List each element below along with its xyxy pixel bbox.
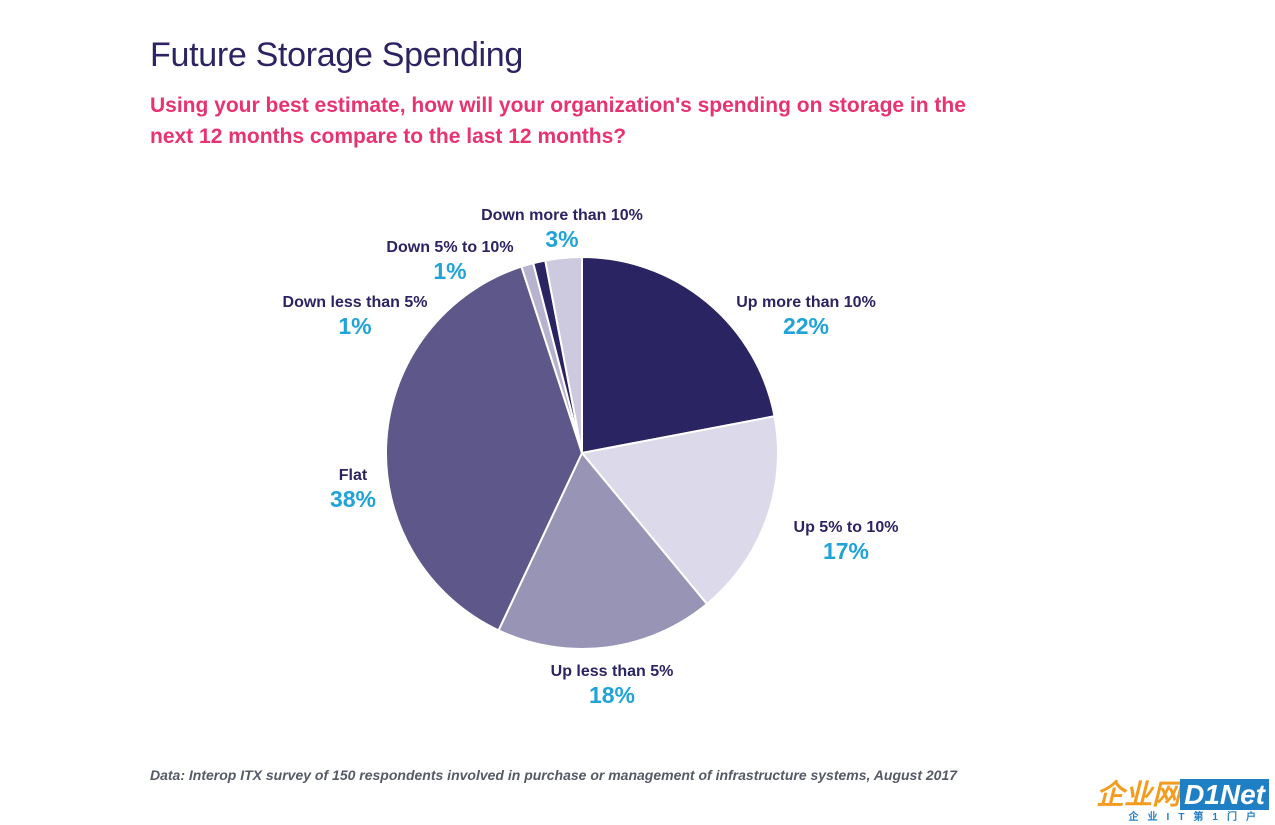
slice-label-value-5: 1% bbox=[433, 258, 466, 284]
slice-label-name-2: Up less than 5% bbox=[551, 663, 674, 680]
pie-slice-3 bbox=[385, 265, 584, 632]
watermark-logo: 企业网 D1Net 企业IT第1门户 bbox=[1096, 773, 1269, 823]
slice-label-value-3: 38% bbox=[330, 486, 376, 512]
slice-label-value-2: 18% bbox=[589, 682, 635, 708]
chart-title: Future Storage Spending bbox=[150, 36, 524, 74]
slice-label-name-4: Down less than 5% bbox=[283, 294, 428, 311]
slice-label-value-1: 17% bbox=[823, 538, 869, 564]
slice-label-name-6: Down more than 10% bbox=[481, 207, 643, 224]
slice-label-name-0: Up more than 10% bbox=[736, 294, 876, 311]
watermark-brand: 企业网 D1Net bbox=[1096, 773, 1269, 813]
pie-slice-1 bbox=[580, 415, 779, 606]
pie-slice-0 bbox=[581, 255, 776, 455]
slice-label-name-1: Up 5% to 10% bbox=[794, 519, 899, 536]
pie-slice-6 bbox=[544, 255, 583, 454]
slice-label-value-4: 1% bbox=[338, 313, 371, 339]
pie-slice-2 bbox=[497, 451, 709, 650]
slice-label-value-6: 3% bbox=[545, 226, 578, 252]
slice-label-value-0: 22% bbox=[783, 313, 829, 339]
watermark-subtitle: 企业IT第1门户 bbox=[1128, 812, 1265, 823]
source-note: Data: Interop ITX survey of 150 responde… bbox=[150, 767, 958, 783]
slice-label-name-5: Down 5% to 10% bbox=[386, 239, 513, 256]
slice-label-name-3: Flat bbox=[339, 467, 368, 484]
chart-subtitle: Using your best estimate, how will your … bbox=[150, 94, 966, 148]
